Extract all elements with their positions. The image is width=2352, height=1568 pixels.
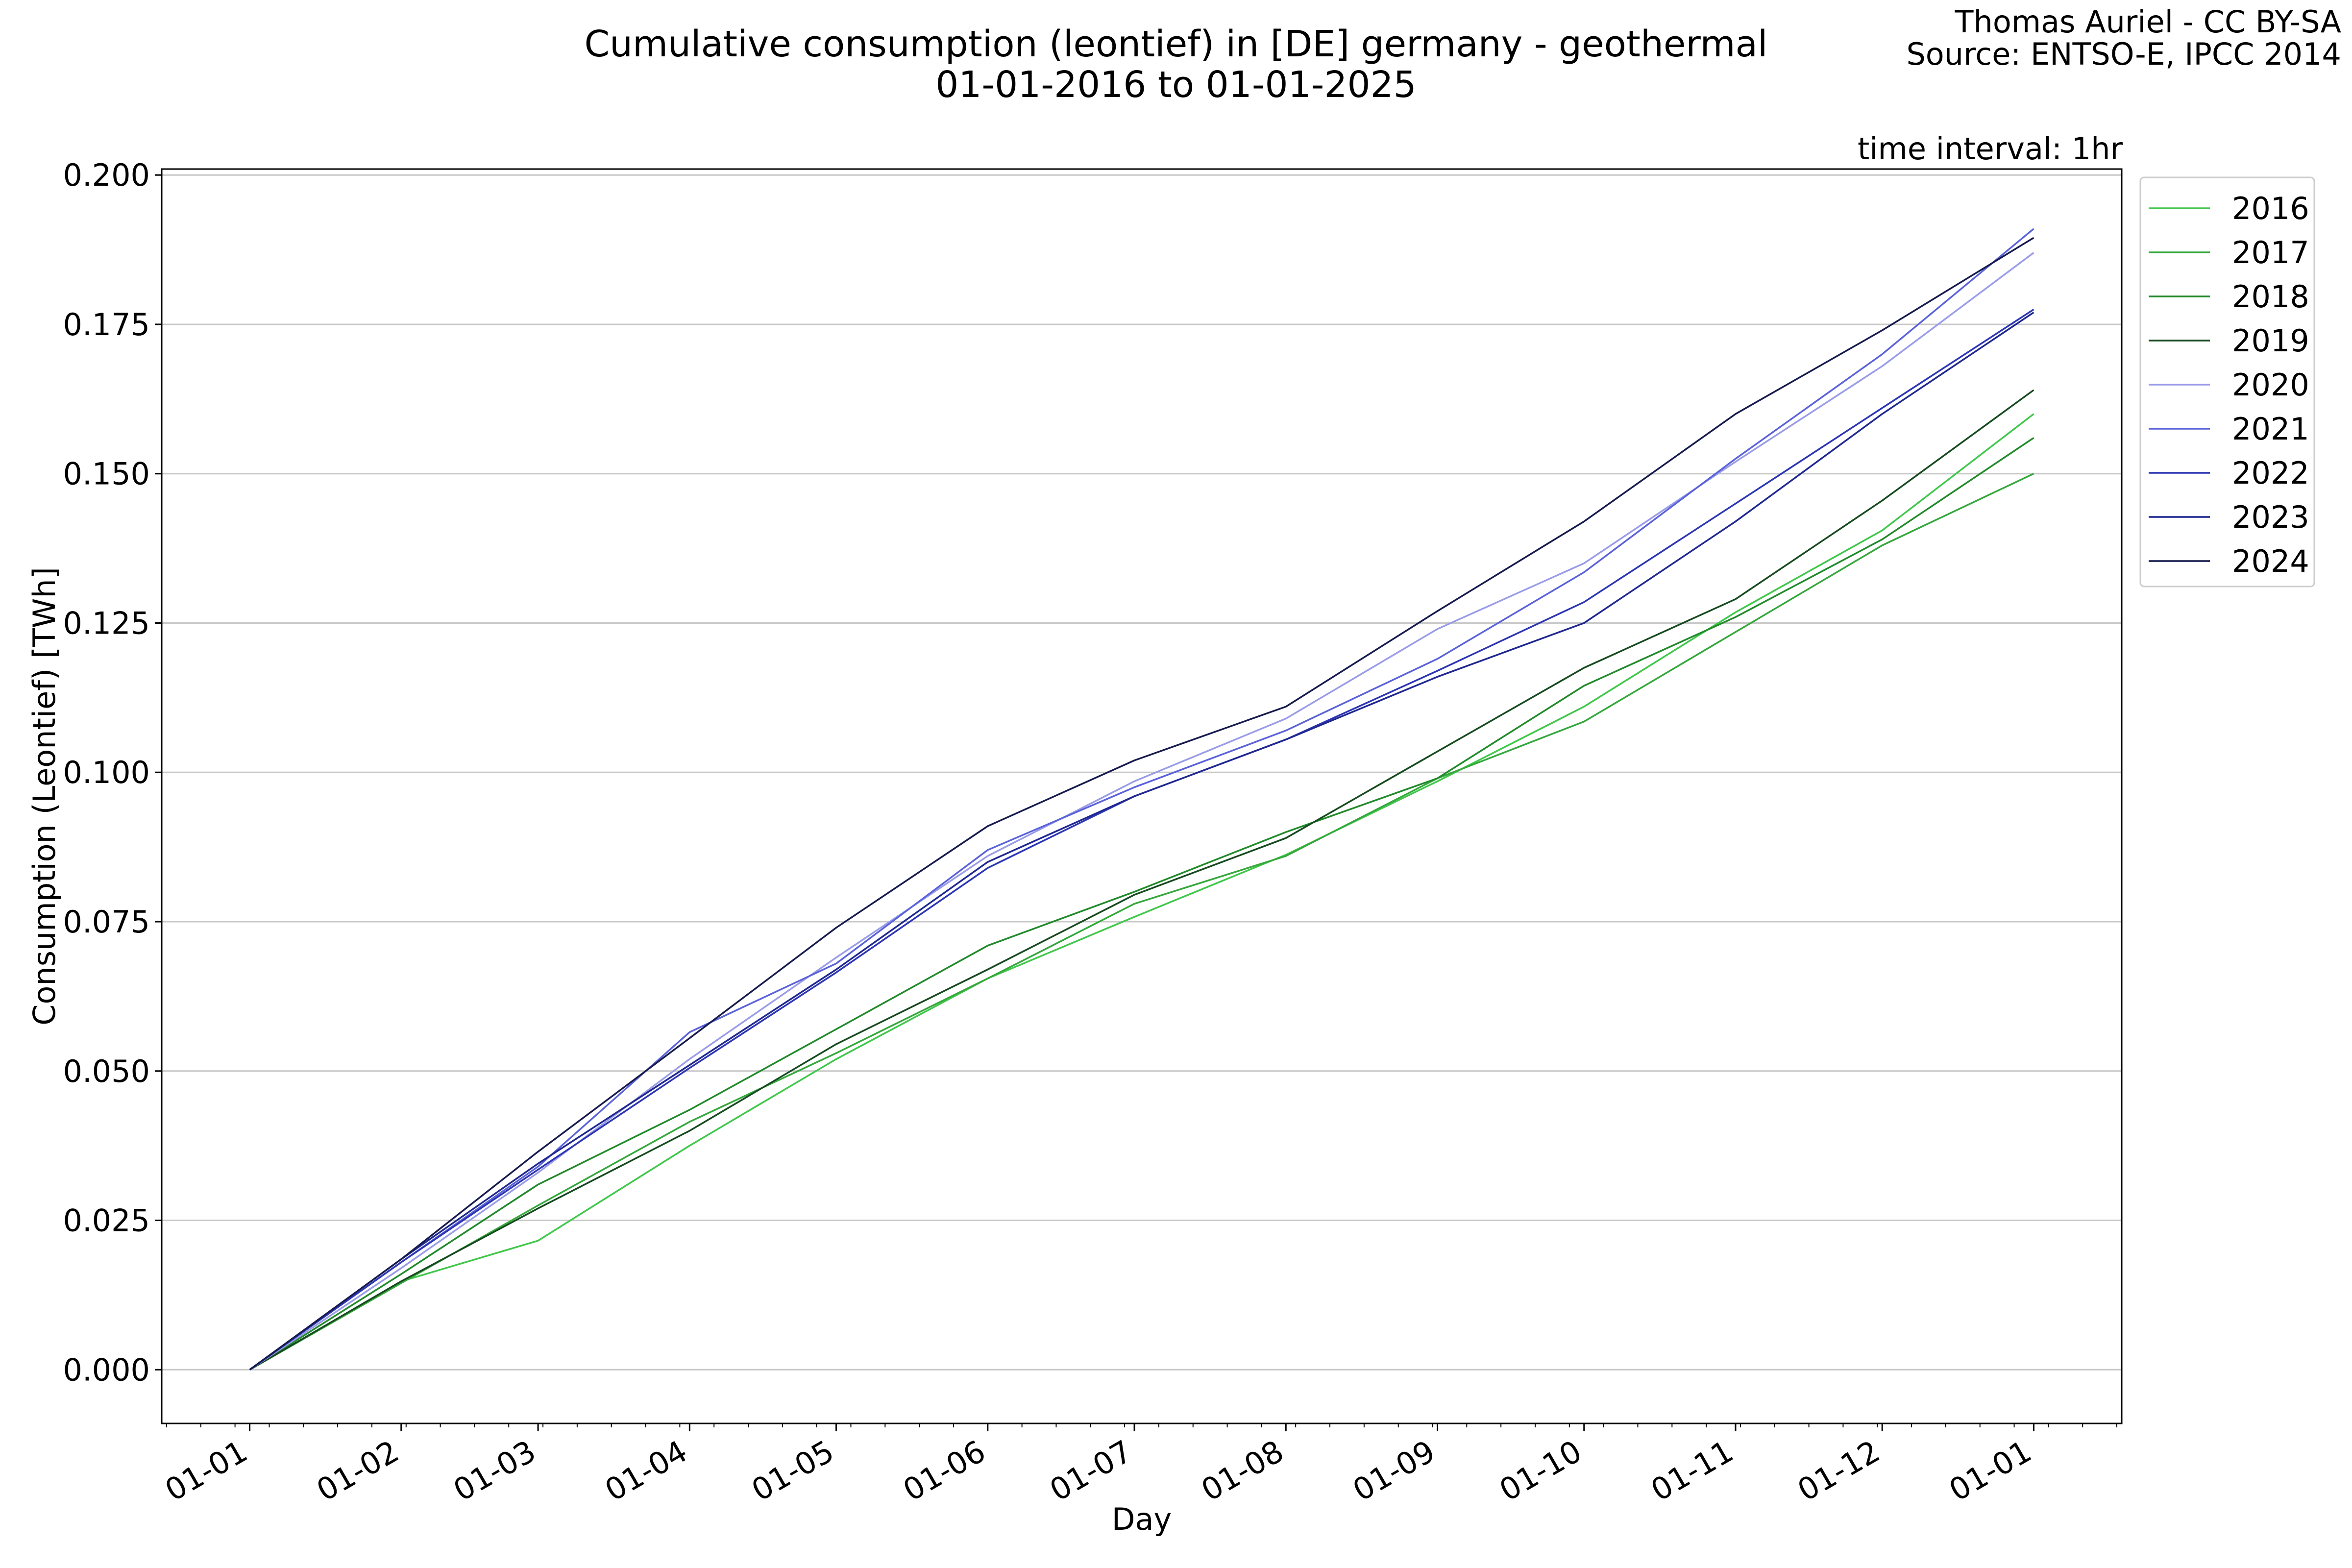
- chart-subtitle: 01-01-2016 to 01-01-2025: [935, 64, 1416, 106]
- y-tick-label: 0.175: [63, 307, 150, 343]
- x-axis-label: Day: [1112, 1501, 1172, 1537]
- legend-label: 2020: [2232, 367, 2309, 403]
- legend: 2016 2017 2018 2019 2020 2021 2022 2023 2024: [2139, 176, 2315, 588]
- attribution-source: Source: ENTSO-E, IPCC 2014: [1906, 36, 2341, 72]
- series-line-2023: [249, 312, 2034, 1371]
- grid-lines: [162, 174, 2122, 1371]
- y-tick-label: 0.150: [63, 456, 150, 492]
- x-tick-label: 01-04: [599, 1433, 693, 1508]
- y-tick-label: 0.050: [63, 1054, 150, 1089]
- legend-label: 2017: [2232, 235, 2309, 270]
- attribution-author: Thomas Auriel - CC BY-SA: [1955, 4, 2341, 40]
- series-line-2020: [249, 252, 2034, 1371]
- x-tick-label: 01-06: [897, 1433, 992, 1508]
- legend-label: 2016: [2232, 191, 2309, 226]
- x-tick-label: 01-08: [1195, 1433, 1290, 1508]
- y-tick-label: 0.025: [63, 1203, 150, 1239]
- y-tick-label: 0.125: [63, 605, 150, 641]
- x-tick-label: 01-01: [1943, 1433, 2037, 1508]
- plot-frame: [161, 168, 2123, 1424]
- legend-box: [2139, 176, 2315, 588]
- x-tick-label: 01-01: [159, 1433, 254, 1508]
- y-tick-label: 0.075: [63, 904, 150, 940]
- x-tick-label: 01-10: [1494, 1433, 1588, 1508]
- legend-label: 2021: [2232, 411, 2309, 447]
- x-tick-label: 01-05: [746, 1433, 840, 1508]
- y-tick-label: 0.000: [63, 1352, 150, 1388]
- y-axis-label: Consumption (Leontief) [TWh]: [26, 567, 62, 1026]
- series-line-2021: [249, 228, 2034, 1371]
- series-line-2016: [249, 413, 2034, 1371]
- chart-title: Cumulative consumption (leontief) in [DE…: [584, 23, 1767, 65]
- legend-label: 2024: [2232, 543, 2309, 579]
- y-tick-label: 0.200: [63, 157, 150, 193]
- time-interval-annotation: time interval: 1hr: [1858, 131, 2123, 167]
- y-tick-label: 0.100: [63, 755, 150, 790]
- x-tick-label: 01-12: [1791, 1433, 1886, 1508]
- legend-label: 2022: [2232, 455, 2309, 491]
- series-lines: [249, 228, 2034, 1371]
- series-line-2022: [249, 309, 2034, 1371]
- x-axis: 01-01 01-02 01-03 01-04 01-05 01-06 01-07 01-08…: [159, 1423, 2118, 1508]
- series-line-2024: [249, 237, 2034, 1371]
- series-line-2017: [249, 473, 2034, 1371]
- y-axis: 0.000 0.025 0.050 0.075 0.100 0.125 0.150 0.175…: [63, 157, 162, 1388]
- x-tick-label: 01-07: [1044, 1433, 1138, 1508]
- legend-label: 2023: [2232, 499, 2309, 535]
- legend-label: 2019: [2232, 323, 2309, 359]
- x-tick-label: 01-09: [1347, 1433, 1441, 1508]
- series-line-2019: [249, 389, 2034, 1371]
- series-line-2018: [249, 437, 2034, 1371]
- x-tick-label: 01-02: [311, 1433, 405, 1508]
- x-tick-label: 01-11: [1645, 1433, 1740, 1508]
- x-tick-label: 01-03: [447, 1433, 542, 1508]
- legend-label: 2018: [2232, 279, 2309, 315]
